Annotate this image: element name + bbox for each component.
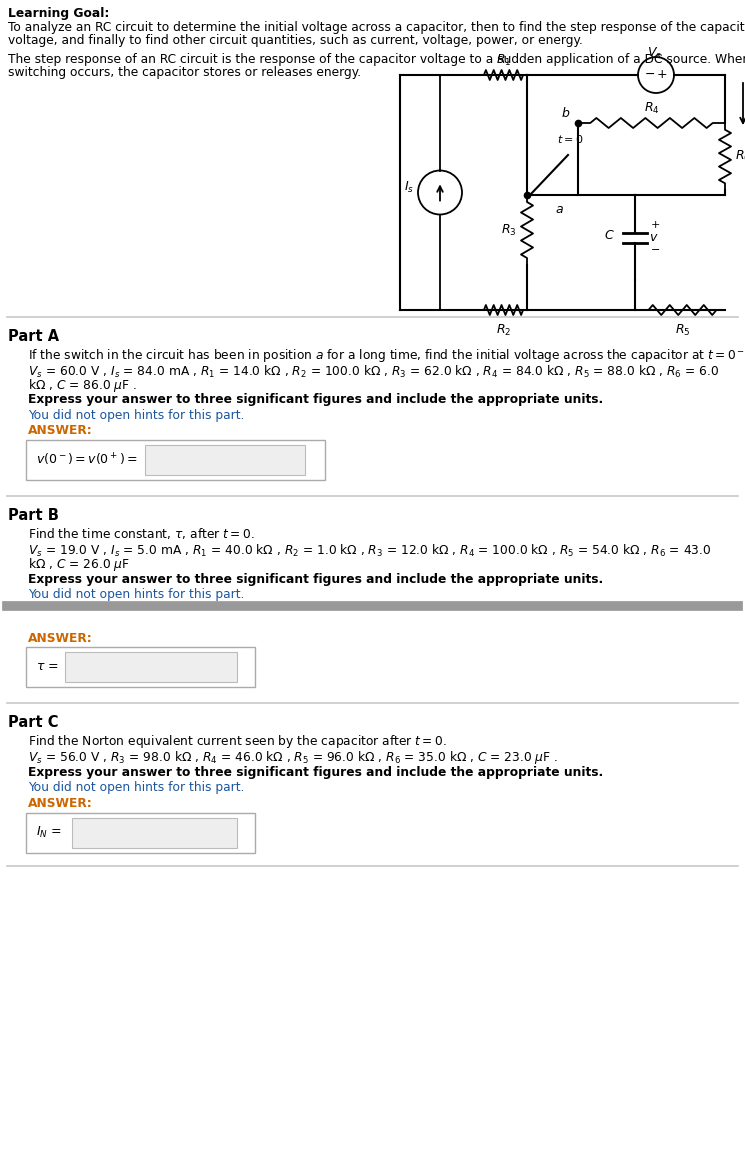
Text: $t=0$: $t=0$	[557, 133, 583, 144]
Text: $R_4$: $R_4$	[644, 101, 659, 116]
Text: k$\Omega$ , $C$ = 86.0 $\mu$F .: k$\Omega$ , $C$ = 86.0 $\mu$F .	[28, 377, 137, 394]
Text: ANSWER:: ANSWER:	[28, 424, 92, 438]
Text: $V_s$ = 19.0 V , $I_s$ = 5.0 mA , $R_1$ = 40.0 k$\Omega$ , $R_2$ = 1.0 k$\Omega$: $V_s$ = 19.0 V , $I_s$ = 5.0 mA , $R_1$ …	[28, 543, 711, 558]
Text: If the switch in the circuit has been in position $a$ for a long time, find the : If the switch in the circuit has been in…	[28, 347, 745, 363]
Text: $R_3$: $R_3$	[501, 223, 517, 238]
Text: ANSWER:: ANSWER:	[28, 797, 92, 810]
Text: ANSWER:: ANSWER:	[28, 631, 92, 644]
Text: $a$: $a$	[555, 203, 564, 216]
Text: switching occurs, the capacitor stores or releases energy.: switching occurs, the capacitor stores o…	[8, 66, 361, 79]
Text: You did not open hints for this part.: You did not open hints for this part.	[28, 782, 244, 795]
FancyBboxPatch shape	[145, 445, 305, 475]
Text: $R_5$: $R_5$	[675, 323, 691, 338]
Text: $R_2$: $R_2$	[496, 323, 511, 338]
Text: $V_s$ = 60.0 V , $I_s$ = 84.0 mA , $R_1$ = 14.0 k$\Omega$ , $R_2$ = 100.0 k$\Ome: $V_s$ = 60.0 V , $I_s$ = 84.0 mA , $R_1$…	[28, 363, 719, 380]
Text: +: +	[651, 220, 660, 231]
Text: $b$: $b$	[561, 106, 570, 120]
Text: $V_s$ = 56.0 V , $R_3$ = 98.0 k$\Omega$ , $R_4$ = 46.0 k$\Omega$ , $R_5$ = 96.0 : $V_s$ = 56.0 V , $R_3$ = 98.0 k$\Omega$ …	[28, 749, 558, 767]
Text: voltage, and finally to find other circuit quantities, such as current, voltage,: voltage, and finally to find other circu…	[8, 34, 583, 47]
FancyBboxPatch shape	[26, 812, 255, 853]
Text: You did not open hints for this part.: You did not open hints for this part.	[28, 588, 244, 601]
Text: Learning Goal:: Learning Goal:	[8, 7, 110, 20]
Text: $v$: $v$	[649, 231, 659, 243]
Text: $v(0^-) = v(0^+) =$: $v(0^-) = v(0^+) =$	[36, 452, 138, 468]
Text: Express your answer to three significant figures and include the appropriate uni: Express your answer to three significant…	[28, 767, 603, 779]
Text: Express your answer to three significant figures and include the appropriate uni: Express your answer to three significant…	[28, 394, 603, 407]
Text: +: +	[656, 68, 668, 80]
Text: Part A: Part A	[8, 329, 59, 344]
Text: $I_s$: $I_s$	[404, 179, 414, 195]
Text: The step response of an RC circuit is the response of the capacitor voltage to a: The step response of an RC circuit is th…	[8, 52, 745, 65]
Text: $C$: $C$	[604, 230, 615, 242]
Text: Part C: Part C	[8, 715, 59, 730]
Text: $R_1$: $R_1$	[495, 52, 511, 68]
Text: $V_s$: $V_s$	[647, 45, 662, 61]
Text: $\tau$ =: $\tau$ =	[36, 661, 59, 673]
Text: −: −	[651, 245, 660, 254]
Text: To analyze an RC circuit to determine the initial voltage across a capacitor, th: To analyze an RC circuit to determine th…	[8, 21, 745, 34]
FancyBboxPatch shape	[72, 818, 237, 847]
Text: −: −	[644, 68, 656, 80]
Text: Find the Norton equivalent current seen by the capacitor after $t = 0$.: Find the Norton equivalent current seen …	[28, 733, 447, 750]
FancyBboxPatch shape	[65, 652, 237, 682]
Text: Express your answer to three significant figures and include the appropriate uni: Express your answer to three significant…	[28, 572, 603, 586]
FancyBboxPatch shape	[26, 647, 255, 687]
Text: $R_6$: $R_6$	[735, 149, 745, 164]
Text: Find the time constant, $\tau$, after $t = 0$.: Find the time constant, $\tau$, after $t…	[28, 527, 255, 541]
FancyBboxPatch shape	[26, 440, 325, 480]
Text: k$\Omega$ , $C$ = 26.0 $\mu$F: k$\Omega$ , $C$ = 26.0 $\mu$F	[28, 556, 130, 573]
Text: You did not open hints for this part.: You did not open hints for this part.	[28, 409, 244, 422]
Text: $I_N$ =: $I_N$ =	[36, 825, 62, 840]
Text: Part B: Part B	[8, 508, 59, 523]
